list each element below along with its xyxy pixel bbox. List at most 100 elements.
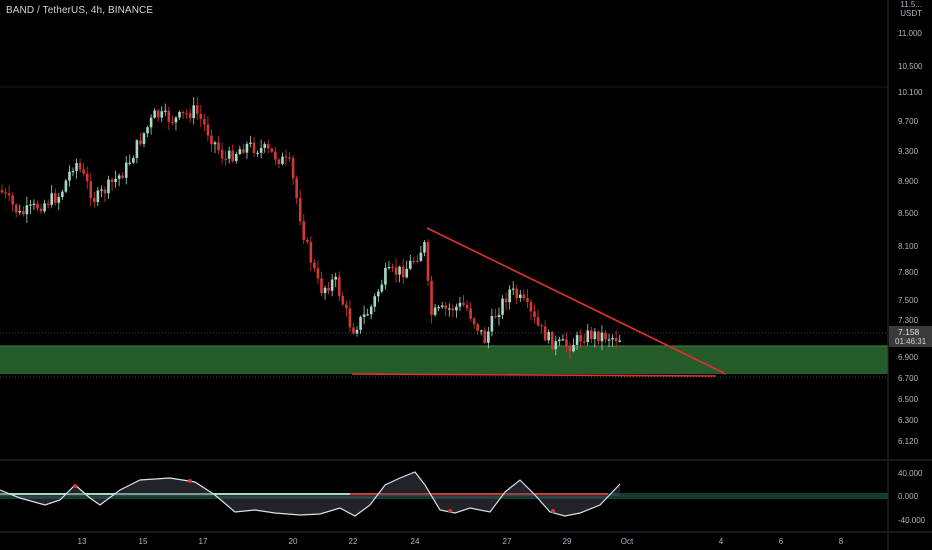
candle-body [330,279,334,291]
candle-body [529,302,533,312]
candle-body [36,203,39,209]
osc-zero-band [0,493,888,499]
candle-body [394,267,398,275]
candle-body [167,110,171,122]
candle-body [71,171,75,173]
candle-body [103,189,107,194]
candle-body [540,325,543,327]
candle-body [533,311,536,318]
candle-body [423,242,426,253]
candle-body [426,242,430,281]
candle-body [78,163,82,170]
candle-body [43,203,46,212]
support-line[interactable] [351,373,717,377]
candle-body [288,157,291,159]
candle-body [590,330,593,340]
candle-body [32,203,36,205]
currency-code: USDT [900,9,922,18]
candle-body [217,142,220,151]
price-axis[interactable]: 11.000 10.500 10.100 9.700 9.300 8.900 8.500 8.… [898,29,923,446]
candle-body [341,295,345,305]
descending-trendline[interactable] [426,227,727,375]
candle-body [561,339,565,341]
candle-body [89,181,93,199]
candles[interactable] [0,97,621,360]
candle-body [306,239,309,242]
candle-body [96,190,100,203]
candle-body [387,267,391,269]
price-tick-label: 8.500 [898,209,919,218]
candle-body [348,308,352,328]
candle-body [238,149,242,155]
candle-body [18,210,22,213]
candle-body [121,175,124,178]
candle-body [412,260,416,262]
candle-body [522,294,526,299]
candle-body [352,327,355,334]
time-tick-label: 8 [839,537,844,546]
symbol-title[interactable]: BAND / TetherUS, 4h, BINANCE [6,5,154,16]
candle-body [82,169,85,174]
candle-body [377,291,380,297]
candle-body [188,113,192,119]
candle-body [575,335,579,345]
candle-body [511,288,515,290]
candle-body [107,179,110,194]
candle-body [355,329,359,334]
candle-body [582,341,586,343]
candle-body [277,159,281,164]
candle-body [46,203,50,205]
candle-body [444,305,448,309]
candle-body [284,156,288,158]
price-tick-label: 7.800 [898,268,919,277]
candle-body [508,289,511,303]
candle-body [142,133,146,144]
candle-body [50,193,53,205]
candle-body [437,307,440,309]
candle-body [476,324,479,331]
time-tick-label: 17 [199,537,208,546]
candle-body [550,331,554,350]
price-tick-label: 8.100 [898,242,919,251]
candle-body [249,142,252,144]
price-tick-label: 10.100 [898,88,923,97]
osc-area [0,472,620,516]
candle-body [327,287,330,291]
candle-body [600,332,604,342]
candle-body [156,110,160,118]
candle-body [242,149,245,153]
time-tick-label: 29 [563,537,572,546]
candle-body [146,127,149,134]
candle-body [256,152,259,154]
candle-body [469,308,472,319]
price-tick-label: 6.300 [898,416,919,425]
candle-body [316,268,320,279]
candle-body [263,144,266,148]
time-tick-label: 13 [78,537,87,546]
candle-body [408,260,412,269]
support-zone[interactable] [0,346,888,374]
candle-body [490,315,494,332]
osc-marker [188,479,192,483]
candle-body [455,306,458,311]
time-tick-label: 4 [719,537,724,546]
candle-body [515,288,519,299]
candle-body [178,111,181,118]
candle-body [210,135,213,145]
osc-marker [448,509,452,513]
candle-body [164,110,167,112]
candle-body [359,316,362,330]
candle-body [323,287,327,294]
candle-body [320,278,323,294]
candle-body [85,173,89,182]
oscillator-axis[interactable]: 40.000 0.000 -40.000 [898,469,926,525]
candle-body [462,302,465,305]
oscillator-pane[interactable] [0,471,888,517]
last-price-value: 7.158 [898,327,920,337]
candle-body [274,151,277,160]
candle-body [171,121,174,124]
time-axis[interactable]: 13 15 17 20 22 24 27 29 Oct 4 6 8 [78,537,844,546]
candle-body [135,140,139,158]
price-tick-label: 9.300 [898,147,919,156]
